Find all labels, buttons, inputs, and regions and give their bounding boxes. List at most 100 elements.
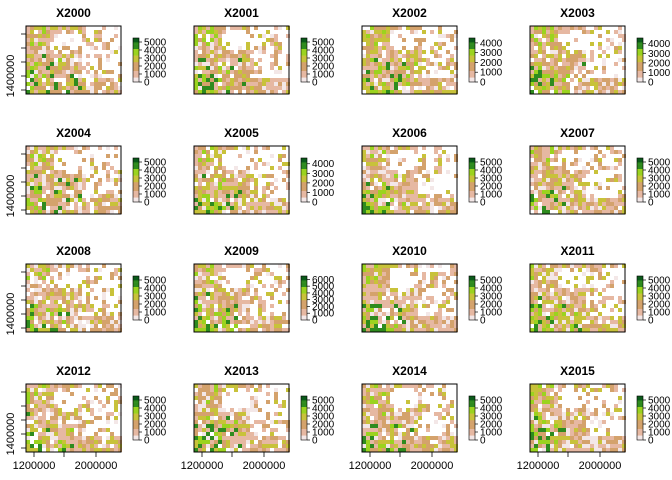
raster-cell: [282, 436, 286, 440]
raster-cell: [422, 194, 426, 198]
raster-cell: [366, 38, 370, 42]
raster-cell: [118, 46, 122, 50]
panel-frame: [25, 263, 122, 333]
raster-cell: [214, 150, 218, 154]
raster-cell: [50, 170, 54, 174]
raster-cell: [78, 320, 82, 324]
raster-cell: [258, 66, 262, 70]
raster-cell: [198, 78, 202, 82]
raster-cell: [614, 206, 618, 210]
raster-cell: [390, 50, 394, 54]
raster-cell: [86, 404, 90, 408]
raster-cell: [206, 46, 210, 50]
raster-cell: [430, 316, 434, 320]
legend-tick-label: 4000: [648, 284, 671, 295]
raster-cell: [194, 328, 198, 332]
raster-cell: [394, 420, 398, 424]
raster-cell: [550, 296, 554, 300]
raster-cell: [398, 420, 402, 424]
raster-cell: [558, 264, 562, 268]
legend-swatch: [469, 306, 475, 310]
raster-cell: [266, 202, 270, 206]
raster-cell: [586, 202, 590, 206]
raster-cell: [362, 320, 366, 324]
legend-swatch: [637, 73, 643, 76]
raster-cell: [538, 86, 542, 90]
raster-cell: [610, 150, 614, 154]
raster-cell: [238, 384, 242, 388]
legend-swatch: [133, 280, 139, 283]
raster-cell: [266, 38, 270, 42]
raster-cell: [562, 436, 566, 440]
raster-cell: [442, 210, 446, 214]
raster-cell: [386, 74, 390, 78]
raster-cell: [66, 30, 70, 34]
raster-cell: [74, 82, 78, 86]
raster-cell: [270, 78, 274, 82]
raster-cell: [362, 182, 366, 186]
raster-cell: [614, 82, 618, 86]
raster-cell: [450, 54, 454, 58]
legend-swatch: [637, 306, 643, 310]
raster-cell: [206, 316, 210, 320]
raster-cell: [30, 392, 34, 396]
raster-cell: [566, 264, 570, 268]
raster-cell: [90, 166, 94, 170]
raster-cell: [198, 90, 202, 94]
raster-cell: [558, 328, 562, 332]
raster-cell: [562, 432, 566, 436]
raster-cell: [234, 440, 238, 444]
raster-cell: [82, 280, 86, 284]
raster-cell: [82, 26, 86, 30]
raster-cell: [530, 30, 534, 34]
legend-frame: [132, 37, 140, 83]
raster-cell: [582, 384, 586, 388]
raster-cell: [382, 90, 386, 94]
raster-cell: [386, 190, 390, 194]
raster-cell: [34, 82, 38, 86]
raster-cell: [262, 194, 266, 198]
raster-cell: [406, 50, 410, 54]
raster-cell: [582, 86, 586, 90]
raster-cell: [98, 316, 102, 320]
raster-cell: [34, 206, 38, 210]
panel-frame: [361, 145, 458, 215]
raster-cell: [110, 38, 114, 42]
raster-cell: [438, 444, 442, 448]
raster-cell: [554, 428, 558, 432]
raster-cell: [410, 90, 414, 94]
raster-cell: [218, 34, 222, 38]
raster-cell: [54, 264, 58, 268]
raster-cell: [406, 316, 410, 320]
raster-cell: [550, 178, 554, 182]
legend-swatch: [637, 184, 643, 187]
raster-cell: [62, 448, 66, 452]
legend-tick-label: 5000: [144, 38, 167, 49]
raster-cell: [42, 166, 46, 170]
raster-cell: [582, 182, 586, 186]
raster-cell: [554, 400, 558, 404]
raster-cell: [370, 420, 374, 424]
raster-cell: [578, 296, 582, 300]
raster-cell: [30, 328, 34, 332]
raster-cell: [82, 268, 86, 272]
raster-cell: [414, 58, 418, 62]
panel-title: X2006: [392, 126, 427, 140]
raster-cell: [406, 190, 410, 194]
raster-cell: [118, 436, 122, 440]
raster-cell: [110, 202, 114, 206]
raster-cell: [426, 448, 430, 452]
raster-cell: [266, 324, 270, 328]
legend-tick-label: 1000: [480, 428, 503, 439]
legend-swatch: [301, 38, 307, 41]
raster-cell: [98, 320, 102, 324]
raster-cell: [106, 170, 110, 174]
raster-cell: [598, 264, 602, 268]
raster-cell: [574, 50, 578, 54]
raster-cell: [38, 328, 42, 332]
raster-cell: [74, 412, 78, 416]
panel-frame: [361, 383, 458, 453]
raster-cell: [34, 50, 38, 54]
raster-cell: [602, 324, 606, 328]
